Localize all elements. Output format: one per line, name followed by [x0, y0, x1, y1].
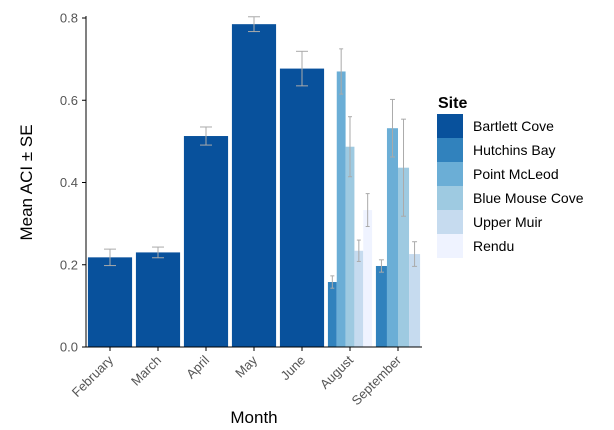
x-tick-label: August — [317, 352, 356, 391]
bar — [345, 146, 355, 347]
bar — [386, 128, 398, 347]
y-axis-ticks: 0.0 0.2 0.4 0.6 0.8 — [60, 11, 86, 355]
legend-swatch — [437, 234, 463, 258]
legend-swatch — [437, 186, 463, 210]
y-tick-label: 0.4 — [60, 175, 78, 190]
x-tick-label: June — [278, 353, 309, 384]
legend: Site Bartlett Cove Hutchins Bay Point McLe… — [437, 95, 584, 258]
legend-label: Rendu — [473, 238, 514, 254]
y-tick-label: 0.2 — [60, 257, 78, 272]
bar — [183, 136, 229, 347]
bar — [336, 71, 346, 348]
bar — [398, 167, 410, 347]
x-tick-label: April — [183, 352, 212, 381]
legend-label: Point McLeod — [473, 166, 559, 182]
legend-label: Blue Mouse Cove — [473, 190, 584, 206]
bars — [87, 24, 421, 348]
legend-swatch — [437, 114, 463, 138]
x-tick-label: February — [69, 352, 117, 400]
legend-label: Hutchins Bay — [473, 142, 555, 158]
bar — [87, 257, 133, 347]
x-tick-label: March — [128, 353, 164, 389]
y-tick-label: 0.0 — [60, 340, 78, 355]
y-tick-label: 0.6 — [60, 93, 78, 108]
legend-swatch — [437, 138, 463, 162]
legend-swatch — [437, 210, 463, 234]
y-axis-title: Mean ACI ± SE — [17, 124, 36, 240]
bar — [279, 68, 325, 348]
x-axis-title: Month — [230, 408, 277, 427]
x-tick-label: September — [349, 352, 405, 408]
bar — [363, 210, 373, 347]
legend-title: Site — [438, 95, 467, 112]
legend-swatch — [437, 162, 463, 186]
bar — [231, 24, 277, 347]
bar — [135, 252, 181, 347]
x-tick-label: May — [232, 352, 260, 380]
legend-items: Bartlett Cove Hutchins Bay Point McLeod Blu… — [437, 114, 584, 258]
error-bars — [104, 16, 418, 289]
bar — [327, 282, 337, 347]
bar — [375, 265, 387, 347]
bar — [354, 250, 364, 347]
legend-label: Upper Muir — [473, 214, 543, 230]
bar — [409, 254, 421, 347]
y-tick-label: 0.8 — [60, 11, 78, 26]
legend-label: Bartlett Cove — [473, 118, 554, 134]
